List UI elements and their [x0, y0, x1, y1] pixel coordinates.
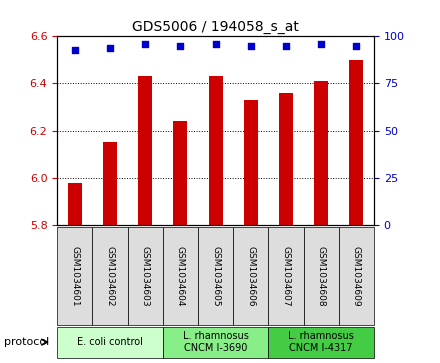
Text: E. coli control: E. coli control: [77, 337, 143, 347]
Text: GSM1034602: GSM1034602: [106, 246, 114, 306]
Text: GSM1034605: GSM1034605: [211, 245, 220, 306]
Point: [106, 45, 114, 50]
Text: GSM1034606: GSM1034606: [246, 245, 255, 306]
Text: protocol: protocol: [4, 337, 50, 347]
Text: L. rhamnosus
CNCM I-3690: L. rhamnosus CNCM I-3690: [183, 331, 249, 353]
Bar: [209, 76, 223, 225]
Text: L. rhamnosus
CNCM I-4317: L. rhamnosus CNCM I-4317: [288, 331, 354, 353]
Bar: [68, 183, 82, 225]
Text: GSM1034601: GSM1034601: [70, 245, 79, 306]
Point: [353, 43, 360, 49]
Text: GSM1034603: GSM1034603: [141, 245, 150, 306]
Title: GDS5006 / 194058_s_at: GDS5006 / 194058_s_at: [132, 20, 299, 34]
Bar: [138, 76, 152, 225]
Text: GSM1034604: GSM1034604: [176, 246, 185, 306]
Point: [177, 43, 184, 49]
Text: GSM1034608: GSM1034608: [317, 245, 326, 306]
Bar: [349, 60, 363, 225]
Bar: [244, 100, 258, 225]
Bar: [103, 142, 117, 225]
Point: [212, 41, 219, 47]
Bar: [173, 121, 187, 225]
Text: GSM1034607: GSM1034607: [282, 245, 290, 306]
Bar: [279, 93, 293, 225]
Point: [142, 41, 149, 47]
Point: [318, 41, 325, 47]
Point: [71, 46, 78, 52]
Text: GSM1034609: GSM1034609: [352, 245, 361, 306]
Point: [282, 43, 290, 49]
Point: [247, 43, 254, 49]
Bar: [314, 81, 328, 225]
